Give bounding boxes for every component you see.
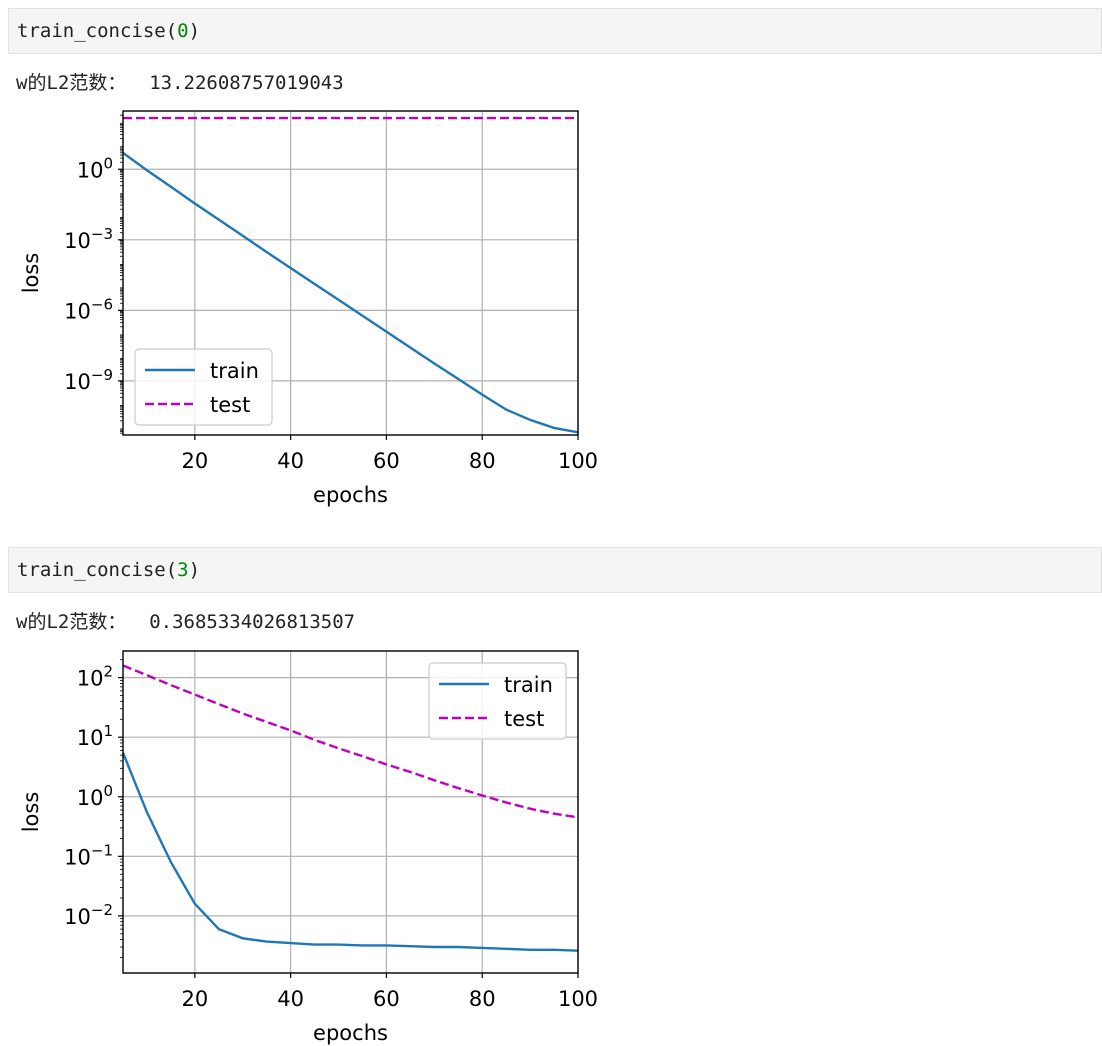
series-line-test [122, 664, 579, 819]
x-axis-label: epochs [313, 1021, 388, 1045]
code-line[interactable]: train_concise(0) [17, 20, 200, 42]
series-line-train [122, 151, 579, 434]
y-tick-label: 10−9 [64, 366, 113, 394]
x-tick-label: 80 [469, 449, 496, 473]
y-tick-label: 10−3 [64, 225, 113, 253]
series-line-train [121, 752, 579, 952]
loss-chart-1: 20 40 60 80 100 100 10−3 10−6 10−9 epochs loss trai… [19, 110, 598, 507]
code-function: train_concise( [17, 20, 178, 42]
code-paren: ) [188, 559, 201, 581]
y-tick-label: 10−1 [64, 841, 113, 869]
legend-label-train: train [210, 359, 259, 383]
code-argument: 3 [177, 559, 189, 581]
cell-output-text-1: w的L2范数： 13.22608757019043 [16, 72, 344, 94]
code-paren: ) [188, 20, 201, 42]
y-tick-label: 10−2 [64, 901, 113, 929]
x-tick-label: 100 [558, 987, 598, 1011]
y-tick-label: 102 [77, 663, 113, 691]
x-tick-label: 100 [558, 449, 598, 473]
cell-output-text-2: w的L2范数： 0.3685334026813507 [16, 611, 356, 633]
legend-label-train: train [504, 673, 553, 697]
y-axis-label: loss [19, 253, 43, 294]
x-tick-label: 80 [469, 987, 496, 1011]
code-cell-input-1[interactable]: train_concise(0) [8, 8, 1102, 54]
x-tick-label: 40 [277, 987, 304, 1011]
legend-label-test: test [210, 393, 250, 417]
legend-box [134, 348, 273, 426]
x-tick-label: 60 [373, 987, 400, 1011]
legend-label-test: test [504, 707, 544, 731]
legend-box [428, 662, 567, 740]
y-tick-label: 10−6 [64, 295, 113, 323]
code-argument: 0 [177, 20, 189, 42]
plot-frame [122, 650, 579, 974]
loss-chart-2: 20 40 60 80 100 102 101 100 10−1 10−2 epochs loss tr… [19, 650, 598, 1045]
x-tick-label: 60 [373, 449, 400, 473]
code-line[interactable]: train_concise(3) [17, 559, 200, 581]
y-axis-label: loss [19, 792, 43, 833]
x-tick-label: 20 [181, 449, 208, 473]
x-tick-label: 40 [277, 449, 304, 473]
y-tick-label: 100 [77, 782, 113, 810]
y-tick-label: 101 [77, 722, 113, 750]
plot-frame [122, 110, 579, 436]
code-function: train_concise( [17, 559, 178, 581]
code-cell-input-2[interactable]: train_concise(3) [8, 547, 1102, 593]
x-axis-label: epochs [313, 483, 388, 507]
y-tick-label: 100 [77, 154, 113, 182]
x-tick-label: 20 [181, 987, 208, 1011]
